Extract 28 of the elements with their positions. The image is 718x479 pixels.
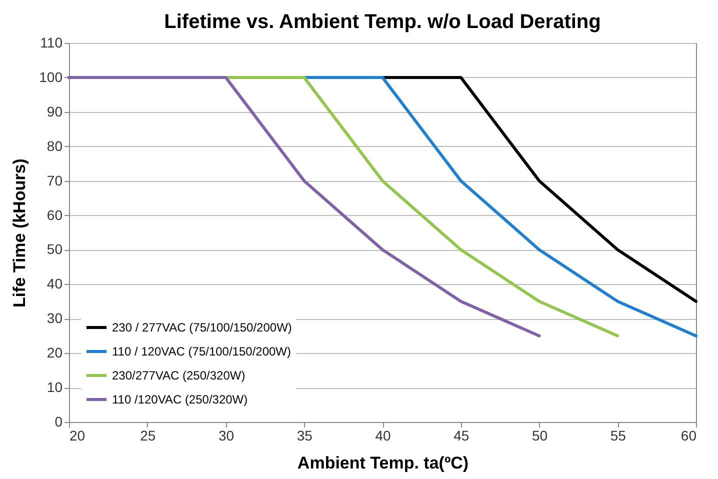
y-tick-label: 90 <box>46 103 63 120</box>
y-tick-label: 100 <box>39 68 63 85</box>
y-tick-label: 40 <box>46 276 63 292</box>
y-tick-label: 10 <box>46 379 63 396</box>
y-tick-label: 50 <box>46 241 63 258</box>
x-tick-label: 40 <box>375 428 391 444</box>
x-tick-label: 20 <box>70 428 86 444</box>
x-tick-label: 55 <box>610 428 626 444</box>
y-tick-label: 80 <box>46 138 63 154</box>
y-axis-title: Life Time (kHours) <box>10 158 30 308</box>
legend-label: 230 / 277VAC (75/100/150/200W) <box>112 320 292 334</box>
y-tick-label: 60 <box>46 206 63 223</box>
x-tick-label: 50 <box>532 428 548 444</box>
legend-label: 110 /120VAC (250/320W) <box>112 392 248 406</box>
x-tick-label: 30 <box>218 428 234 444</box>
y-tick-label: 110 <box>40 34 63 50</box>
x-tick-label: 35 <box>296 428 313 444</box>
y-tick-label: 70 <box>46 172 63 188</box>
y-tick-label: 0 <box>54 414 63 430</box>
x-tick-label: 60 <box>680 428 697 444</box>
y-tick-label: 20 <box>46 344 63 361</box>
x-axis-title: Ambient Temp. ta(ºC) <box>297 454 469 472</box>
legend-label: 230/277VAC (250/320W) <box>112 368 246 382</box>
y-tick-label: 30 <box>46 310 63 326</box>
x-tick-label: 25 <box>140 428 156 444</box>
chart-title: Lifetime vs. Ambient Temp. w/o Load Derating <box>164 11 601 33</box>
x-tick-label: 45 <box>454 428 470 444</box>
legend-label: 110 / 120VAC (75/100/150/200W) <box>112 344 292 358</box>
